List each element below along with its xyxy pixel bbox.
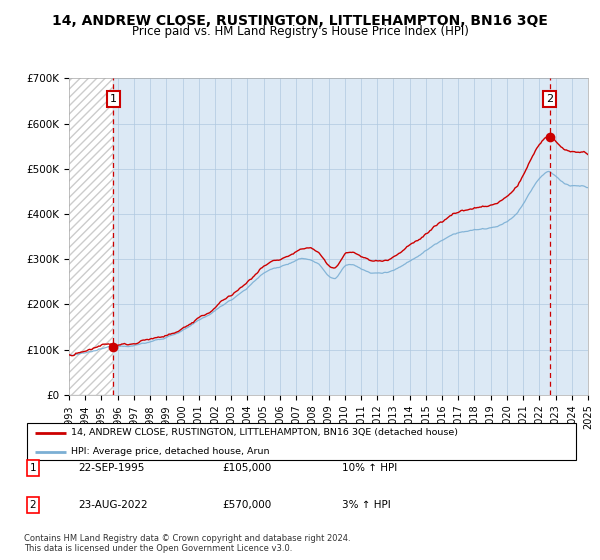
Text: 1: 1 <box>29 463 37 473</box>
Text: 3% ↑ HPI: 3% ↑ HPI <box>342 500 391 510</box>
Text: 1: 1 <box>110 94 117 104</box>
Text: 2: 2 <box>546 94 553 104</box>
Text: 14, ANDREW CLOSE, RUSTINGTON, LITTLEHAMPTON, BN16 3QE: 14, ANDREW CLOSE, RUSTINGTON, LITTLEHAMP… <box>52 14 548 28</box>
Text: Contains HM Land Registry data © Crown copyright and database right 2024.
This d: Contains HM Land Registry data © Crown c… <box>24 534 350 553</box>
Text: 22-SEP-1995: 22-SEP-1995 <box>78 463 145 473</box>
Text: £105,000: £105,000 <box>222 463 271 473</box>
Text: 14, ANDREW CLOSE, RUSTINGTON, LITTLEHAMPTON, BN16 3QE (detached house): 14, ANDREW CLOSE, RUSTINGTON, LITTLEHAMP… <box>71 428 458 437</box>
Text: Price paid vs. HM Land Registry's House Price Index (HPI): Price paid vs. HM Land Registry's House … <box>131 25 469 38</box>
Bar <box>69 78 113 395</box>
Text: HPI: Average price, detached house, Arun: HPI: Average price, detached house, Arun <box>71 447 270 456</box>
Text: 2: 2 <box>29 500 37 510</box>
Text: 23-AUG-2022: 23-AUG-2022 <box>78 500 148 510</box>
FancyBboxPatch shape <box>27 423 577 460</box>
Text: 10% ↑ HPI: 10% ↑ HPI <box>342 463 397 473</box>
Text: £570,000: £570,000 <box>222 500 271 510</box>
